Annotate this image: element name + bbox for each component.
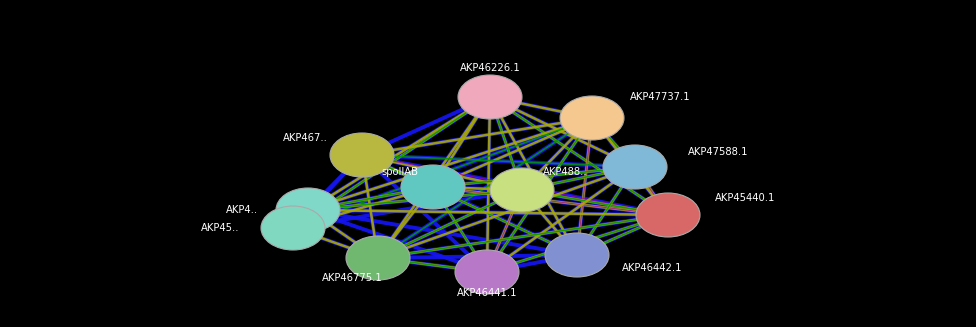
- Text: AKP46775.1: AKP46775.1: [322, 273, 383, 283]
- Ellipse shape: [560, 96, 624, 140]
- Ellipse shape: [330, 133, 394, 177]
- Ellipse shape: [458, 75, 522, 119]
- Ellipse shape: [490, 168, 554, 212]
- Text: AKP46226.1: AKP46226.1: [460, 63, 520, 73]
- Ellipse shape: [545, 233, 609, 277]
- Text: spoIIAB: spoIIAB: [382, 167, 419, 177]
- Ellipse shape: [636, 193, 700, 237]
- Text: AKP45440.1: AKP45440.1: [714, 193, 775, 203]
- Ellipse shape: [276, 188, 340, 232]
- Text: AKP4..: AKP4..: [225, 205, 258, 215]
- Text: AKP47588.1: AKP47588.1: [688, 147, 749, 157]
- Text: AKP467..: AKP467..: [283, 133, 327, 143]
- Text: AKP488..: AKP488..: [543, 167, 588, 177]
- Ellipse shape: [401, 165, 465, 209]
- Text: AKP46442.1: AKP46442.1: [622, 263, 682, 273]
- Ellipse shape: [603, 145, 667, 189]
- Ellipse shape: [346, 236, 410, 280]
- Text: AKP45..: AKP45..: [201, 223, 239, 233]
- Text: AKP46441.1: AKP46441.1: [457, 288, 517, 298]
- Text: AKP47737.1: AKP47737.1: [630, 92, 690, 102]
- Ellipse shape: [261, 206, 325, 250]
- Ellipse shape: [455, 250, 519, 294]
